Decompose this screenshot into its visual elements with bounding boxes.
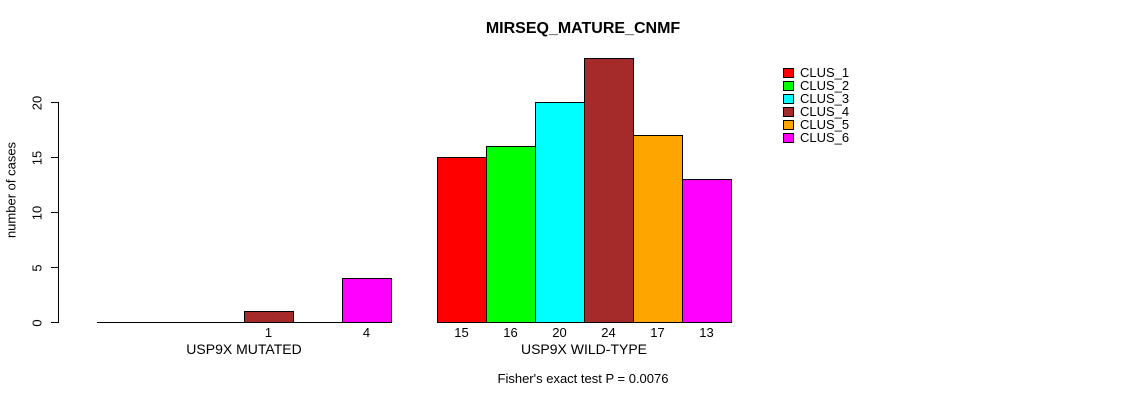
y-tick-label: 0 [29,318,45,327]
bar-clus_5 [633,135,683,323]
y-axis-line [58,102,59,323]
y-tick-mark [51,322,58,323]
legend-label: CLUS_4 [800,104,850,119]
legend-label: CLUS_1 [800,65,850,80]
legend-item-clus_2: CLUS_2 [783,79,849,92]
y-tick-mark [51,212,58,213]
bar-value-label: 17 [650,325,665,340]
bar-clus_6 [342,278,392,323]
legend-item-clus_1: CLUS_1 [783,66,849,79]
y-tick-label: 15 [29,150,45,165]
bar-value-label: 1 [264,325,273,340]
y-tick-mark [51,102,58,103]
legend-swatch-icon [783,67,794,78]
legend-item-clus_5: CLUS_5 [783,118,849,131]
group-label: USP9X MUTATED [186,341,302,357]
y-tick-label: 10 [29,205,45,220]
bar-clus_4 [584,58,634,323]
bar-value-label: 4 [362,325,371,340]
legend: CLUS_1 CLUS_2 CLUS_3 CLUS_4 CLUS_5 CLUS_6 [783,66,849,144]
legend-swatch-icon [783,119,794,130]
y-tick-mark [51,267,58,268]
chart-title: MIRSEQ_MATURE_CNMF [485,20,681,37]
legend-swatch-icon [783,132,794,143]
y-tick-label: 20 [29,95,45,110]
bar-value-label: 15 [454,325,469,340]
legend-label: CLUS_6 [800,130,850,145]
legend-item-clus_3: CLUS_3 [783,92,849,105]
bar-value-label: 24 [601,325,616,340]
legend-swatch-icon [783,80,794,91]
legend-item-clus_6: CLUS_6 [783,131,849,144]
group-label: USP9X WILD-TYPE [520,341,648,357]
y-axis-label: number of cases [3,141,19,239]
legend-swatch-icon [783,93,794,104]
y-tick-label: 5 [29,263,45,272]
legend-item-clus_4: CLUS_4 [783,105,849,118]
bar-clus_2 [486,146,536,323]
caption: Fisher's exact test P = 0.0076 [497,371,669,386]
bar-clus_6 [682,179,732,323]
bar-clus_3 [535,102,585,323]
bar-value-label: 13 [699,325,714,340]
bar-clus_1 [437,157,487,323]
legend-label: CLUS_2 [800,78,850,93]
bar-value-label: 16 [503,325,518,340]
legend-swatch-icon [783,106,794,117]
y-tick-mark [51,157,58,158]
bar-value-label: 20 [552,325,567,340]
bar-clus_4 [244,311,294,323]
legend-label: CLUS_5 [800,117,850,132]
legend-label: CLUS_3 [800,91,850,106]
